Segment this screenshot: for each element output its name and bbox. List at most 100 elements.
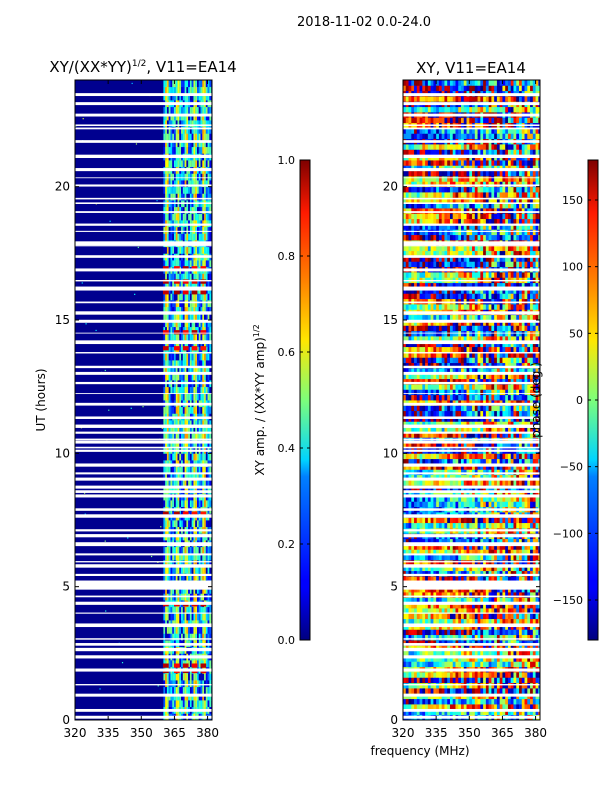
amplitude-heatmap-cell [163, 520, 165, 527]
phase-heatmap-cell [447, 699, 450, 705]
amplitude-heatmap-cell [183, 147, 185, 154]
amplitude-flagged-row [75, 93, 212, 96]
amplitude-heatmap-cell [170, 700, 172, 707]
amplitude-speckle [122, 662, 123, 663]
phase-heatmap-cell [505, 704, 508, 710]
amplitude-flagged-row [75, 287, 212, 291]
amplitude-heatmap-cell [179, 87, 181, 94]
phase-heatmap-cell [472, 517, 475, 523]
phase-heatmap-cell [500, 613, 503, 619]
amplitude-heatmap-cell [201, 87, 203, 94]
phase-heatmap-cell [527, 555, 530, 561]
phase-heatmap-cell [411, 523, 414, 529]
phase-heatmap-cell [478, 672, 481, 678]
phase-heatmap-cell [478, 523, 481, 529]
amplitude-heatmap-cell [169, 613, 171, 620]
amplitude-flagged-row [75, 372, 212, 375]
amplitude-heatmap-cell [186, 227, 188, 234]
amplitude-flagged-row [75, 553, 212, 555]
amplitude-heatmap-cell [195, 700, 197, 707]
amplitude-heatmap-cell [208, 247, 210, 254]
amplitude-heatmap-cell [176, 87, 178, 94]
amplitude-heatmap-cell [167, 567, 169, 574]
phase-heatmap-cell [516, 613, 519, 619]
phase-heatmap-cell [497, 555, 500, 561]
phase-heatmap-cell [406, 699, 409, 705]
amplitude-heatmap-cell [165, 353, 167, 360]
phase-heatmap-cell [431, 683, 434, 689]
phase-heatmap-cell [527, 699, 530, 705]
amplitude-heatmap-cell [204, 500, 206, 507]
amplitude-heatmap-cell [186, 407, 188, 414]
phase-heatmap-cell [530, 517, 533, 523]
amplitude-heatmap-cell [193, 387, 195, 394]
amplitude-speckle [151, 556, 152, 557]
amplitude-heatmap-cell [170, 247, 172, 254]
amplitude-heatmap-cell [209, 260, 211, 267]
amplitude-heatmap-cell [199, 453, 201, 460]
amplitude-heatmap-cell [181, 327, 183, 334]
phase-heatmap-cell [433, 683, 436, 689]
amplitude-heatmap-cell [186, 613, 188, 620]
phase-heatmap-cell [406, 613, 409, 619]
amplitude-heatmap-cell [193, 680, 195, 687]
amplitude-heatmap-cell [181, 187, 183, 194]
amplitude-heatmap-cell [178, 173, 180, 180]
phase-heatmap-cell [513, 501, 516, 507]
phase-heatmap-cell [502, 688, 505, 694]
amplitude-heatmap-cell [195, 107, 197, 114]
amplitude-heatmap-cell [185, 187, 187, 194]
phase-heatmap-cell [450, 677, 453, 683]
amplitude-heatmap-cell [195, 147, 197, 154]
phase-heatmap-cell [469, 555, 472, 561]
amplitude-heatmap-cell [179, 220, 181, 227]
phase-heatmap-cell [527, 613, 530, 619]
amplitude-heatmap-cell [185, 387, 187, 394]
phase-heatmap-cell [431, 523, 434, 529]
amplitude-heatmap-cell [201, 260, 203, 267]
amplitude-heatmap-cell [167, 107, 169, 114]
amplitude-heatmap-cell [185, 627, 187, 634]
phase-heatmap-cell [505, 517, 508, 523]
amplitude-heatmap-cell [185, 273, 187, 280]
amplitude-heatmap-cell [176, 227, 178, 234]
amplitude-heatmap-cell [197, 247, 199, 254]
phase-heatmap-cell [527, 683, 530, 689]
amplitude-flagged-row [75, 514, 212, 517]
amplitude-heatmap-cell [190, 520, 192, 527]
phase-heatmap-cell [414, 683, 417, 689]
amplitude-heatmap-cell [183, 273, 185, 280]
amplitude-heatmap-cell [208, 333, 210, 340]
amplitude-heatmap-cell [165, 453, 167, 460]
amplitude-heatmap-cell [176, 80, 178, 87]
phase-heatmap-cell [442, 677, 445, 683]
amplitude-heatmap-cell [169, 453, 171, 460]
amplitude-heatmap-cell [178, 613, 180, 620]
amplitude-heatmap-cell [202, 547, 204, 554]
phase-heatmap-cell [447, 555, 450, 561]
amplitude-heatmap-cell [174, 547, 176, 554]
amplitude-heatmap-cell [188, 227, 190, 234]
amplitude-heatmap-cell [195, 567, 197, 574]
amplitude-heatmap-cell [172, 187, 174, 194]
phase-heatmap-cell [422, 517, 425, 523]
amplitude-heatmap-cell [209, 147, 211, 154]
phase-heatmap-cell [491, 555, 494, 561]
phase-heatmap-cell [422, 683, 425, 689]
amplitude-heatmap-cell [185, 260, 187, 267]
amplitude-speckle [127, 537, 128, 538]
amplitude-heatmap-cell [169, 187, 171, 194]
phase-heatmap-cell [431, 661, 434, 667]
amplitude-heatmap-cell [176, 700, 178, 707]
phase-heatmap-cell [530, 613, 533, 619]
phase-heatmap-cell [530, 501, 533, 507]
amplitude-flagged-row [75, 478, 212, 481]
amplitude-heatmap-cell [197, 520, 199, 527]
phase-heatmap-cell [439, 683, 442, 689]
amplitude-heatmap-cell [197, 300, 199, 307]
phase-heatmap-cell [453, 629, 456, 635]
phase-heatmap-cell [497, 704, 500, 710]
phase-heatmap-cell [411, 629, 414, 635]
phase-heatmap-cell [467, 613, 470, 619]
amplitude-heatmap-cell [199, 333, 201, 340]
